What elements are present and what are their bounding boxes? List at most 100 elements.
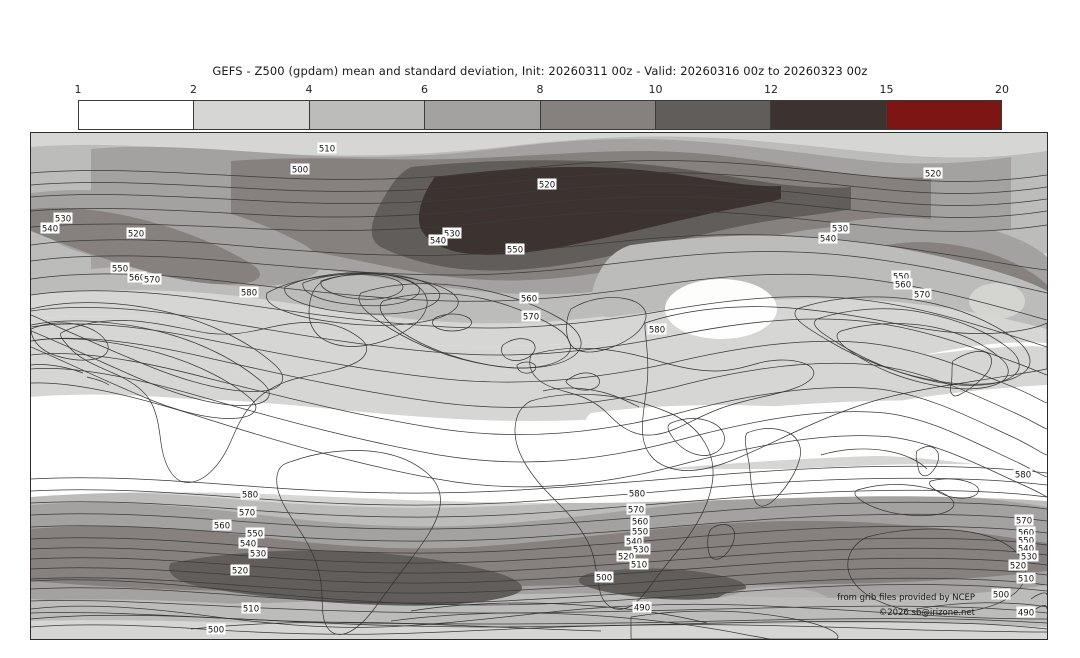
contour-label: 520 bbox=[923, 167, 943, 179]
contour-label: 500 bbox=[991, 588, 1011, 600]
colorbar-segment-7 bbox=[771, 101, 887, 129]
colorbar-tick-20: 20 bbox=[995, 83, 1009, 96]
contour-label: 580 bbox=[647, 323, 667, 335]
mean-contour-layer bbox=[31, 160, 1047, 639]
map-svg: 5105005405305205505605705805205305405505… bbox=[31, 133, 1047, 639]
contour-label: 540 bbox=[818, 232, 838, 244]
svg-text:520: 520 bbox=[232, 566, 248, 576]
svg-text:520: 520 bbox=[539, 180, 555, 190]
svg-text:580: 580 bbox=[1015, 470, 1031, 480]
svg-text:530: 530 bbox=[832, 224, 848, 234]
colorbar-tick-1: 1 bbox=[74, 83, 82, 96]
contour-label: 560 bbox=[127, 271, 147, 283]
contour-label: 490 bbox=[632, 601, 652, 613]
contour-label: 550 bbox=[110, 262, 130, 274]
colorbar-strip bbox=[78, 100, 1002, 130]
contour-label: 550 bbox=[505, 243, 525, 255]
svg-text:560: 560 bbox=[1018, 528, 1034, 538]
contour-label: 510 bbox=[241, 602, 261, 614]
contour-label: 540 bbox=[1016, 542, 1036, 554]
contour-label: 570 bbox=[142, 273, 162, 285]
svg-text:490: 490 bbox=[1018, 608, 1034, 618]
svg-text:580: 580 bbox=[629, 489, 645, 499]
contour-label: 530 bbox=[53, 212, 73, 224]
svg-text:560: 560 bbox=[214, 521, 230, 531]
contour-label: 580 bbox=[239, 286, 259, 298]
svg-text:540: 540 bbox=[820, 234, 836, 244]
svg-text:540: 540 bbox=[626, 537, 642, 547]
contour-label: 570 bbox=[237, 506, 257, 518]
svg-text:580: 580 bbox=[242, 490, 258, 500]
map-panel: 510 500 540 530 520 550 560 570 580 520 530 540 550 5… bbox=[30, 132, 1048, 640]
contour-label: 550 bbox=[1016, 534, 1036, 546]
colorbar-segment-8 bbox=[886, 101, 1001, 129]
svg-text:550: 550 bbox=[1018, 536, 1034, 546]
svg-text:550: 550 bbox=[507, 245, 523, 255]
svg-text:570: 570 bbox=[628, 505, 644, 515]
contour-label: 570 bbox=[626, 503, 646, 515]
svg-text:580: 580 bbox=[241, 288, 257, 298]
svg-text:530: 530 bbox=[1021, 552, 1037, 562]
coastline-layer bbox=[31, 273, 1047, 635]
contour-label: 580 bbox=[240, 488, 260, 500]
svg-text:560: 560 bbox=[895, 280, 911, 290]
contour-label: 560 bbox=[1016, 526, 1036, 538]
svg-text:560: 560 bbox=[129, 273, 145, 283]
contour-label: 570 bbox=[521, 310, 541, 322]
svg-text:500: 500 bbox=[208, 625, 224, 635]
svg-text:550: 550 bbox=[632, 527, 648, 537]
svg-text:550: 550 bbox=[247, 529, 263, 539]
svg-text:510: 510 bbox=[319, 144, 335, 154]
copyright-attribution: ©2026 sb@irizone.net bbox=[878, 608, 975, 618]
contour-label: 520 bbox=[537, 178, 557, 190]
colorbar-segment-2 bbox=[194, 101, 310, 129]
colorbar-segment-5 bbox=[540, 101, 656, 129]
svg-text:500: 500 bbox=[993, 590, 1009, 600]
colorbar-tick-labels: 1 2 4 6 8 10 12 15 20 bbox=[74, 83, 1010, 97]
svg-text:520: 520 bbox=[925, 169, 941, 179]
svg-text:580: 580 bbox=[649, 325, 665, 335]
contour-label-layer: 5105005405305205505605705805205305405505… bbox=[40, 142, 1039, 635]
contour-label: 530 bbox=[830, 222, 850, 234]
colorbar-tick-2: 2 bbox=[190, 83, 197, 96]
contour-label: 580 bbox=[1013, 468, 1033, 480]
colorbar-segment-3 bbox=[309, 101, 426, 129]
svg-text:500: 500 bbox=[292, 165, 308, 175]
svg-text:510: 510 bbox=[631, 560, 647, 570]
contour-label: 500 bbox=[594, 571, 614, 583]
svg-text:570: 570 bbox=[144, 275, 160, 285]
svg-text:520: 520 bbox=[618, 552, 634, 562]
svg-text:530: 530 bbox=[633, 545, 649, 555]
contour-label: 510 bbox=[629, 558, 649, 570]
colorbar-tick-6: 6 bbox=[421, 83, 428, 96]
colorbar-tick-12: 12 bbox=[764, 83, 778, 96]
contour-label: 520 bbox=[126, 227, 146, 239]
stddev-shading-layer bbox=[31, 133, 1047, 639]
svg-text:540: 540 bbox=[430, 236, 446, 246]
svg-text:510: 510 bbox=[1018, 574, 1034, 584]
contour-label: 540 bbox=[624, 535, 644, 547]
contour-label: 510 bbox=[317, 142, 337, 154]
contour-label: 520 bbox=[1008, 559, 1028, 571]
svg-text:530: 530 bbox=[444, 229, 460, 239]
contour-label: 530 bbox=[1019, 550, 1039, 562]
svg-text:560: 560 bbox=[632, 517, 648, 527]
contour-label: 530 bbox=[631, 543, 651, 555]
svg-text:570: 570 bbox=[1016, 516, 1032, 526]
svg-text:570: 570 bbox=[914, 290, 930, 300]
svg-text:530: 530 bbox=[250, 549, 266, 559]
svg-text:540: 540 bbox=[1018, 544, 1034, 554]
contour-label: 560 bbox=[212, 519, 232, 531]
contour-label: 560 bbox=[893, 278, 913, 290]
contour-label: 500 bbox=[290, 163, 310, 175]
colorbar-tick-10: 10 bbox=[648, 83, 663, 96]
svg-text:520: 520 bbox=[1010, 561, 1026, 571]
contour-label: 530 bbox=[248, 547, 268, 559]
colorbar-segment-4 bbox=[425, 101, 541, 129]
contour-label: 570 bbox=[912, 288, 932, 300]
svg-text:520: 520 bbox=[128, 229, 144, 239]
contour-label: 540 bbox=[428, 234, 448, 246]
contour-label: 560 bbox=[630, 515, 650, 527]
svg-text:560: 560 bbox=[521, 294, 537, 304]
